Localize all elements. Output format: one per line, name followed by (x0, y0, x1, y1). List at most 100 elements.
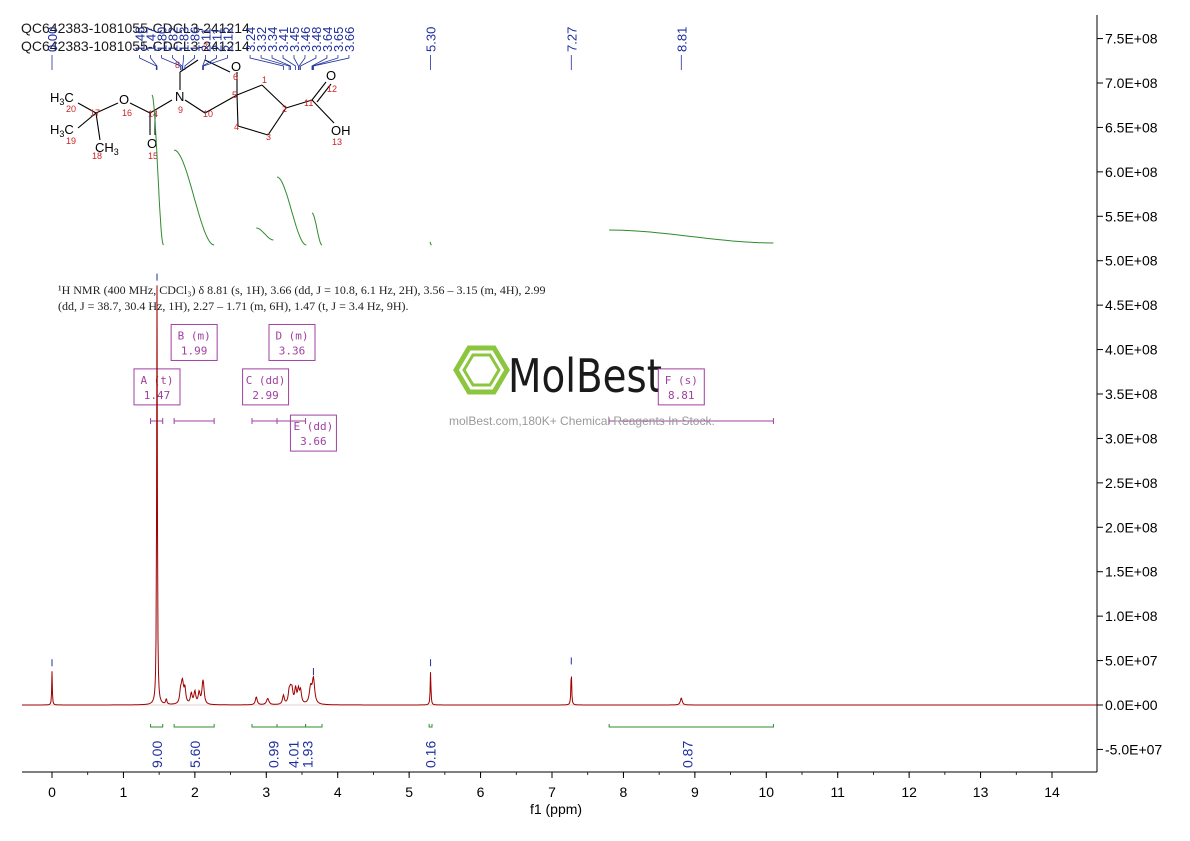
peak-label: 1.86 (188, 27, 203, 52)
integral-curve (256, 227, 274, 241)
integral-value: 5.60 (187, 741, 203, 768)
svg-text:11: 11 (304, 98, 313, 108)
multiplet-shift: 1.99 (181, 344, 208, 357)
y-tick-label: 6.0E+08 (1105, 164, 1158, 180)
chemical-structure-labels: H3C H3C CH3 O O N O O OH 123 456 789 101… (50, 42, 351, 161)
watermark-brand: MolBest (508, 349, 662, 403)
svg-text:O: O (231, 59, 241, 74)
x-tick-label: 0 (48, 784, 56, 800)
peak-label: 1.47 (144, 27, 159, 52)
y-tick-label: 5.5E+08 (1105, 208, 1158, 224)
y-tick-label: 2.0E+08 (1105, 519, 1158, 535)
nmr-description-line-2: (dd, J = 38.7, 30.4 Hz, 1H), 2.27 – 1.71… (58, 299, 409, 313)
y-tick-label: 2.5E+08 (1105, 475, 1158, 491)
integral-value: 0.99 (265, 741, 281, 768)
integral-bracket (428, 724, 433, 728)
integral-bracket (173, 724, 215, 728)
peak-label: 0.00 (45, 27, 60, 52)
integral-bracket (305, 724, 323, 728)
integral-bracket (150, 724, 164, 728)
svg-text:O: O (119, 92, 129, 107)
peak-leader-line (172, 55, 183, 70)
y-tick-label: 5.0E+08 (1105, 253, 1158, 269)
multiplet-shift: 3.36 (279, 344, 306, 357)
svg-text:1: 1 (262, 75, 267, 85)
peak-label: 1.83 (177, 27, 192, 52)
peak-label: 2.11 (210, 28, 225, 52)
peak-leader-line (161, 55, 181, 70)
peak-leader-line (184, 55, 195, 70)
x-tick-label: 12 (901, 784, 917, 800)
peak-label: 2.12 (221, 27, 236, 52)
svg-text:2: 2 (282, 104, 287, 114)
peak-leader-line (298, 55, 306, 70)
integral-value: 9.00 (149, 741, 165, 768)
multiplet-box (170, 323, 218, 361)
molbest-logo-icon (453, 345, 510, 395)
svg-text:H3C: H3C (50, 90, 74, 107)
chemical-structure (77, 59, 335, 141)
nmr-description-line-1: ¹H NMR (400 MHz, CDCl₃) δ 8.81 (s, 1H), … (58, 283, 546, 297)
peak-label: 3.24 (243, 27, 258, 52)
spectrum-title-1: QC642383-1081055-CDCL3-241214 (21, 20, 250, 36)
y-tick-label: 6.5E+08 (1105, 119, 1158, 135)
svg-text:N: N (175, 89, 184, 104)
peak-leader-line (300, 55, 317, 70)
svg-text:CH3: CH3 (95, 140, 119, 157)
y-tick-label: 4.0E+08 (1105, 342, 1158, 358)
svg-text:4: 4 (234, 122, 239, 132)
integral-curve (429, 241, 432, 246)
integral-value: 0.16 (423, 741, 439, 768)
svg-text:19: 19 (66, 136, 76, 146)
svg-text:3: 3 (266, 132, 271, 142)
x-tick-label: 14 (1044, 784, 1060, 800)
integral-bracket (608, 724, 774, 728)
peak-leader-line (313, 55, 350, 70)
x-tick-label: 4 (334, 784, 342, 800)
svg-text:H3C: H3C (50, 122, 74, 139)
multiplet-type: F (s) (665, 374, 698, 387)
peak-label: 3.46 (298, 27, 313, 52)
x-tick-label: 6 (477, 784, 485, 800)
y-tick-label: 3.0E+08 (1105, 430, 1158, 446)
peak-leader-line (150, 55, 158, 70)
peak-leader-line (202, 55, 217, 70)
integral-curve (173, 149, 215, 246)
peak-label: 8.81 (674, 27, 689, 52)
svg-text:O: O (326, 68, 336, 83)
multiplet-type: C (dd) (246, 374, 286, 387)
multiplet-box (268, 323, 316, 361)
spectrum-title-2: QC642383-1081055-CDCL3-241214 (21, 38, 250, 54)
multiplet-shift: 2.99 (252, 389, 279, 402)
svg-text:OH: OH (331, 123, 351, 138)
svg-text:12: 12 (327, 84, 337, 94)
peak-leader-line (249, 55, 284, 70)
peak-label: 3.66 (342, 27, 357, 52)
x-tick-label: 11 (830, 784, 845, 800)
multiplet-type: D (m) (275, 329, 308, 342)
y-tick-label: 5.0E+07 (1105, 653, 1158, 669)
multiplet-shift: 3.66 (300, 435, 327, 448)
svg-text:5: 5 (232, 90, 237, 100)
integral-curve (276, 176, 307, 246)
svg-text:15: 15 (148, 151, 158, 161)
y-tick-label: 7.5E+08 (1105, 31, 1158, 47)
y-tick-label: -5.0E+07 (1105, 741, 1162, 757)
peak-label: 2.11 (199, 28, 214, 52)
peak-leader-line (293, 55, 299, 70)
peak-label: 1.80 (155, 27, 170, 52)
integral-value: 0.87 (680, 741, 696, 768)
peak-leader-line (182, 55, 184, 70)
x-tick-label: 2 (191, 784, 199, 800)
y-tick-label: 0.0E+00 (1105, 697, 1158, 713)
x-tick-label: 3 (262, 784, 270, 800)
y-tick-label: 4.5E+08 (1105, 297, 1158, 313)
svg-text:18: 18 (92, 151, 102, 161)
svg-text:10: 10 (203, 109, 213, 119)
peak-label: 3.45 (287, 27, 302, 52)
peak-leader-line (260, 55, 290, 70)
integral-bracket (251, 724, 278, 728)
peak-label: 3.32 (254, 27, 269, 52)
peak-label: 3.65 (331, 27, 346, 52)
multiplet-type: E (dd) (294, 420, 334, 433)
